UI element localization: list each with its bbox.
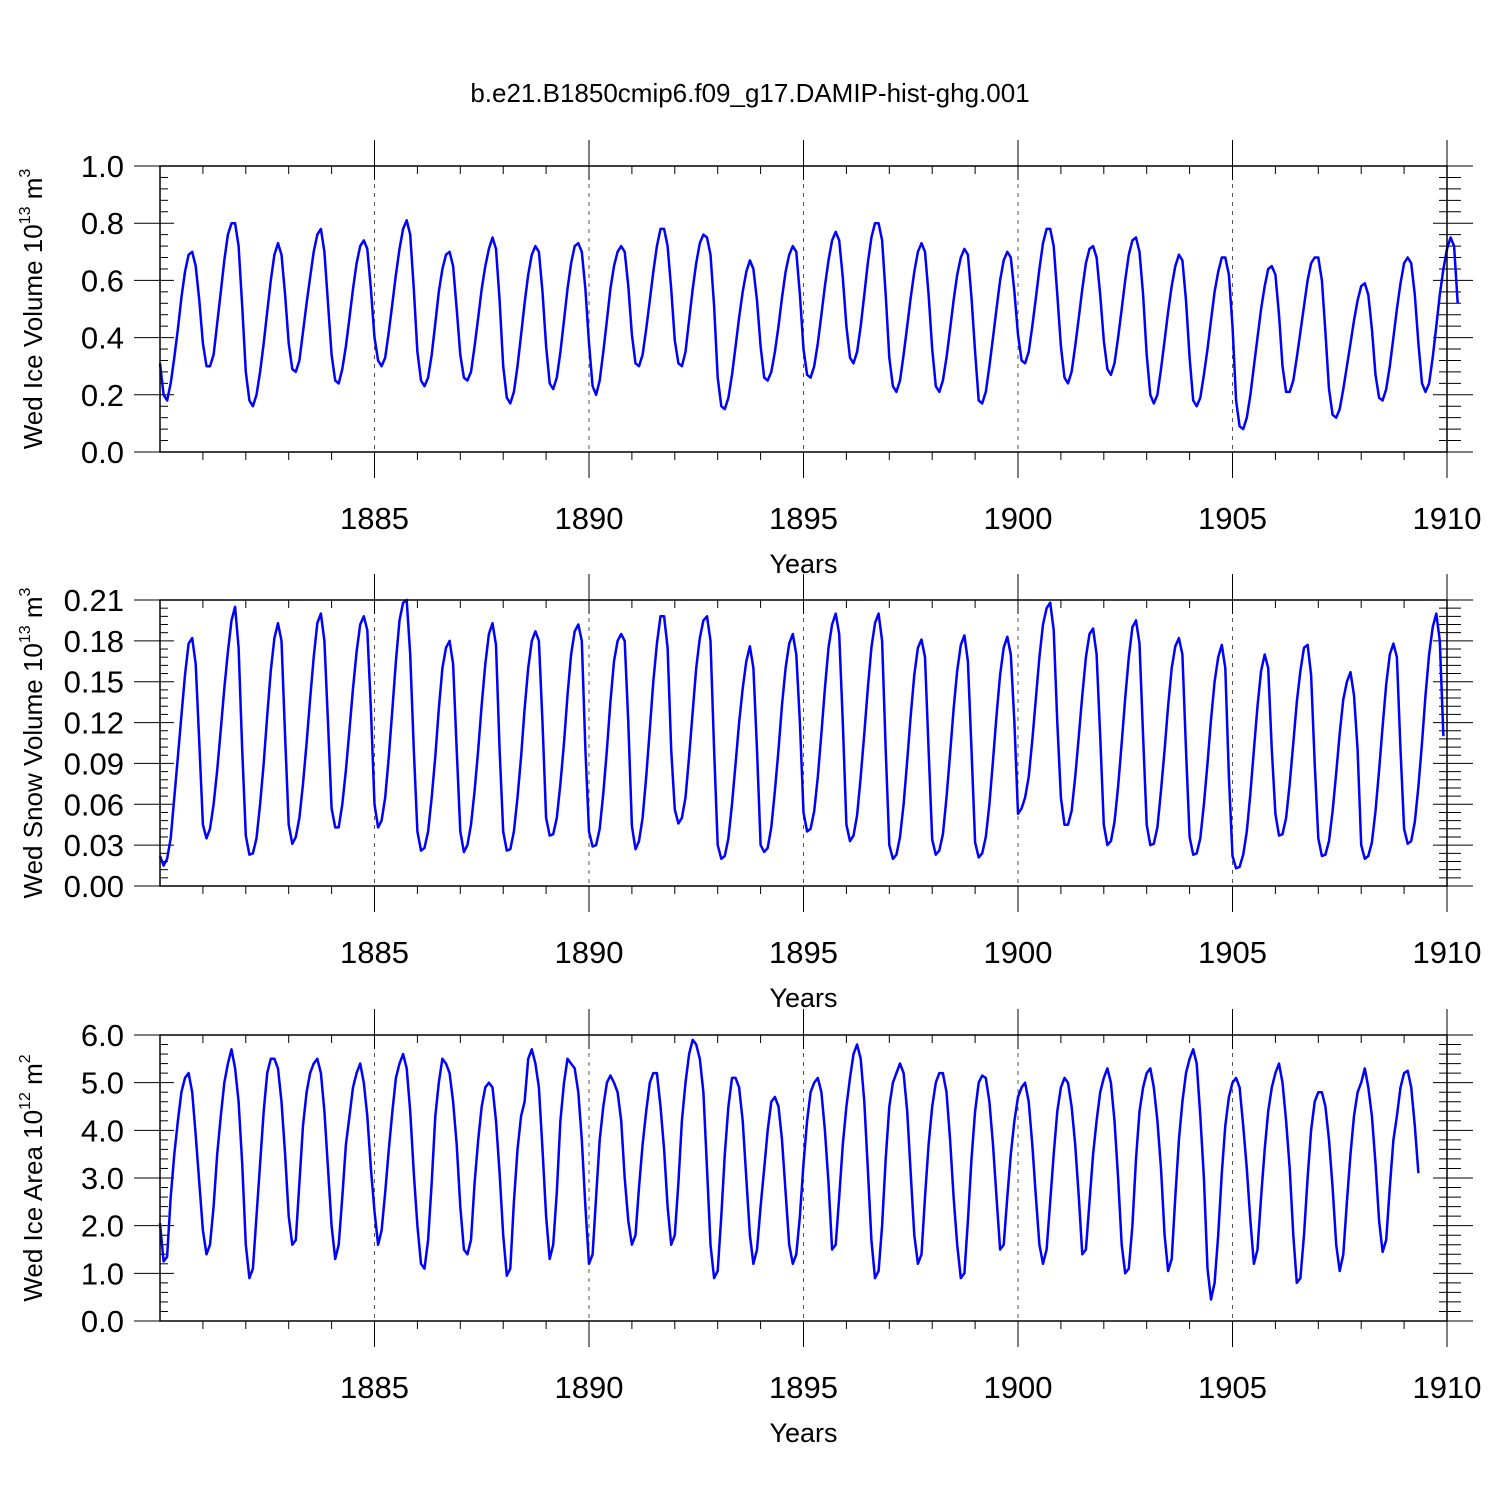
series-line-2 [158, 598, 1445, 870]
chart-panel-3: 0.0 1.0 2.0 3.0 4.0 5.0 6.0 1885 1890 1895 1900 190… [17, 1009, 1481, 1448]
y-tick-label: 0.2 [81, 378, 124, 413]
panels: 0.0 0.2 0.4 0.6 0.8 1.0 1885 1890 1895 1900 1905 19… [17, 140, 1481, 1448]
plot-frame [159, 1034, 1448, 1322]
x-axis-label: Years [769, 1418, 837, 1448]
y-tick-label: 0.00 [64, 869, 124, 904]
x-tick-label: 1910 [1413, 935, 1482, 970]
x-tick-label: 1890 [555, 1370, 624, 1405]
y-tick-label: 0.0 [81, 1304, 124, 1339]
y-tick-label: 0.0 [81, 435, 124, 470]
plot-frame [159, 165, 1448, 453]
y-axis-label: Wed Ice Area 1012 m2 [17, 1054, 48, 1301]
y-tick-label: 0.12 [64, 706, 124, 741]
x-tick-label: 1895 [769, 1370, 838, 1405]
x-tick-label: 1905 [1198, 501, 1267, 536]
series-line-3 [158, 1038, 1420, 1301]
y-axis-label: Wed Snow Volume 1013 m3 [17, 587, 48, 898]
y-tick-label: 0.21 [64, 583, 124, 618]
plot-frame [159, 599, 1448, 887]
y-tick-label: 0.06 [64, 787, 124, 822]
x-tick-label: 1910 [1413, 1370, 1482, 1405]
y-tick-label: 0.18 [64, 624, 124, 659]
x-tick-label: 1905 [1198, 1370, 1267, 1405]
x-tick-label: 1885 [340, 501, 409, 536]
y-tick-label: 4.0 [81, 1113, 124, 1148]
x-tick-label: 1890 [555, 501, 624, 536]
y-tick-label: 3.0 [81, 1161, 124, 1196]
y-tick-label: 5.0 [81, 1066, 124, 1101]
chart-panel-1: 0.0 0.2 0.4 0.6 0.8 1.0 1885 1890 1895 1900 1905 19… [17, 140, 1481, 579]
x-tick-label: 1885 [340, 935, 409, 970]
x-tick-label: 1900 [984, 935, 1053, 970]
y-tick-label: 1.0 [81, 149, 124, 184]
x-tick-label: 1900 [984, 1370, 1053, 1405]
y-tick-label: 6.0 [81, 1018, 124, 1053]
series-line-1 [158, 219, 1459, 431]
y-axis-label: Wed Ice Volume 1013 m3 [17, 169, 48, 450]
x-tick-label: 1895 [769, 501, 838, 536]
y-tick-label: 0.6 [81, 263, 124, 298]
figure-title: b.e21.B1850cmip6.f09_g17.DAMIP-hist-ghg.… [470, 78, 1029, 108]
y-tick-label: 0.15 [64, 665, 124, 700]
chart-panel-2: 0.00 0.03 0.06 0.09 0.12 0.15 0.18 0.21 1885 1890… [17, 574, 1481, 1013]
y-tick-label: 0.09 [64, 746, 124, 781]
x-tick-label: 1910 [1413, 501, 1482, 536]
x-tick-label: 1895 [769, 935, 838, 970]
x-tick-label: 1885 [340, 1370, 409, 1405]
x-tick-label: 1890 [555, 935, 624, 970]
y-tick-label: 0.8 [81, 206, 124, 241]
x-tick-label: 1905 [1198, 935, 1267, 970]
y-tick-label: 2.0 [81, 1209, 124, 1244]
y-tick-label: 1.0 [81, 1256, 124, 1291]
x-axis-label: Years [769, 983, 837, 1013]
x-tick-label: 1900 [984, 501, 1053, 536]
y-tick-label: 0.4 [81, 321, 124, 356]
y-tick-label: 0.03 [64, 828, 124, 863]
